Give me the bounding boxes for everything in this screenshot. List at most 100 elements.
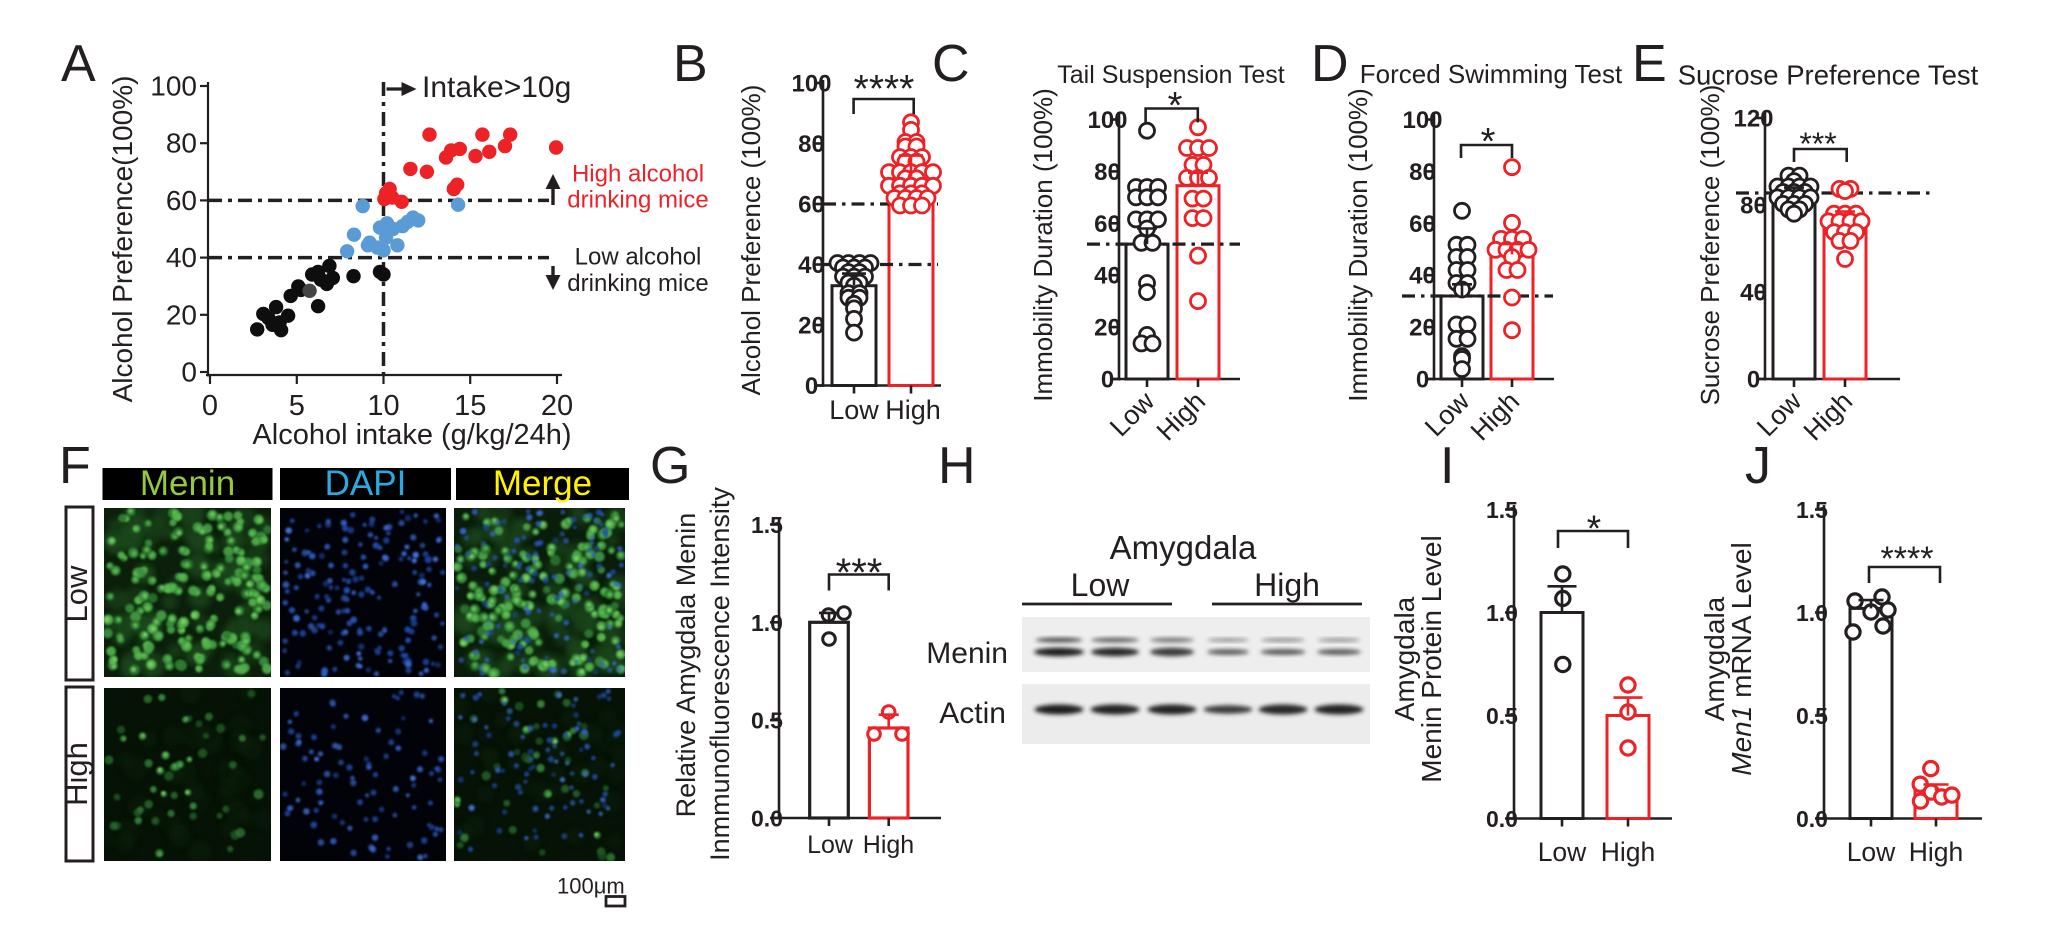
svg-text:D: D (1311, 35, 1349, 93)
svg-text:0.5: 0.5 (1796, 703, 1828, 729)
svg-text:120: 120 (1733, 106, 1773, 133)
svg-text:15: 15 (454, 390, 486, 422)
svg-text:0: 0 (1747, 367, 1760, 394)
svg-text:1.0: 1.0 (751, 610, 783, 636)
svg-text:Alcohol Preference(100%): Alcohol Preference(100%) (107, 76, 138, 403)
svg-text:0: 0 (181, 357, 197, 388)
svg-text:High: High (1254, 567, 1320, 603)
svg-text:Sucrose Preference (100%): Sucrose Preference (100%) (1695, 85, 1725, 406)
svg-text:0.5: 0.5 (1486, 703, 1518, 729)
svg-text:Immobility Duration (100%): Immobility Duration (100%) (1028, 88, 1058, 402)
svg-text:40: 40 (1409, 263, 1436, 290)
svg-text:Low alcohol: Low alcohol (575, 244, 702, 271)
svg-text:1.5: 1.5 (1486, 497, 1518, 523)
svg-text:0.0: 0.0 (1796, 806, 1828, 832)
svg-text:****: **** (854, 68, 915, 111)
svg-text:20: 20 (1094, 315, 1121, 342)
svg-text:Intake>10g: Intake>10g (422, 71, 571, 104)
svg-text:10: 10 (367, 390, 399, 422)
svg-text:80: 80 (1409, 159, 1436, 186)
svg-text:40: 40 (1740, 280, 1767, 307)
svg-text:0.0: 0.0 (751, 806, 783, 832)
svg-text:0.5: 0.5 (751, 708, 783, 734)
svg-text:Amygdala: Amygdala (1110, 529, 1257, 566)
svg-text:drinking mice: drinking mice (567, 270, 708, 297)
svg-text:Immobility Duration (100%): Immobility Duration (100%) (1343, 88, 1373, 402)
svg-text:***: *** (1799, 126, 1836, 162)
svg-text:100: 100 (1087, 107, 1127, 134)
svg-text:Forced Swimming Test: Forced Swimming Test (1360, 59, 1623, 89)
svg-text:High: High (1601, 837, 1656, 867)
svg-text:*: * (1481, 121, 1496, 163)
svg-text:DAPI: DAPI (325, 464, 407, 503)
svg-text:1.0: 1.0 (1796, 600, 1828, 626)
svg-text:Low: Low (1071, 567, 1131, 603)
svg-text:Alcohol intake (g/kg/24h): Alcohol intake (g/kg/24h) (252, 419, 571, 451)
svg-text:0: 0 (202, 390, 218, 422)
svg-text:Menin: Menin (926, 637, 1008, 670)
svg-text:Merge: Merge (493, 464, 592, 503)
svg-text:100: 100 (1402, 107, 1442, 134)
svg-text:Low: Low (1847, 837, 1896, 867)
svg-text:C: C (932, 35, 970, 93)
svg-text:100: 100 (150, 71, 197, 102)
svg-text:B: B (673, 35, 708, 93)
svg-text:80: 80 (166, 128, 197, 159)
svg-text:0: 0 (1101, 367, 1114, 394)
svg-text:Low: Low (1538, 837, 1587, 867)
svg-text:60: 60 (798, 192, 825, 219)
svg-text:High alcohol: High alcohol (572, 161, 704, 188)
svg-text:Amygdala: Amygdala (1389, 596, 1420, 721)
svg-text:80: 80 (1094, 159, 1121, 186)
svg-text:Amygdala: Amygdala (1699, 596, 1730, 721)
svg-text:Low: Low (807, 831, 854, 859)
svg-text:A: A (61, 35, 96, 93)
svg-text:20: 20 (798, 313, 825, 340)
svg-text:F: F (59, 437, 91, 495)
svg-text:High: High (1909, 837, 1964, 867)
svg-text:5: 5 (289, 390, 305, 422)
svg-text:60: 60 (1094, 211, 1121, 238)
svg-text:Relative Amygdala Menin: Relative Amygdala Menin (671, 513, 701, 818)
svg-text:*: * (1587, 508, 1601, 549)
svg-text:Inmmunofluorescence Intensity: Inmmunofluorescence Intensity (705, 487, 735, 861)
svg-text:100μm: 100μm (557, 874, 625, 899)
svg-text:20: 20 (541, 390, 573, 422)
svg-text:High: High (885, 395, 941, 425)
svg-text:Menin Protein Level: Menin Protein Level (1416, 535, 1447, 782)
svg-text:0: 0 (805, 373, 818, 400)
svg-text:****: **** (1881, 540, 1934, 578)
svg-text:Sucrose Preference Test: Sucrose Preference Test (1678, 60, 1979, 91)
svg-text:G: G (650, 437, 690, 495)
svg-text:40: 40 (166, 242, 197, 273)
svg-text:40: 40 (798, 252, 825, 279)
svg-text:*: * (1168, 85, 1183, 127)
svg-text:High: High (59, 742, 94, 806)
svg-text:Tail Suspension Test: Tail Suspension Test (1057, 61, 1285, 89)
svg-text:drinking mice: drinking mice (567, 187, 708, 214)
svg-text:Menin: Menin (140, 464, 235, 503)
svg-text:I: I (1440, 437, 1454, 495)
svg-text:60: 60 (1409, 211, 1436, 238)
svg-text:0: 0 (1416, 367, 1429, 394)
svg-text:20: 20 (1409, 315, 1436, 342)
svg-text:Men1 mRNA Level: Men1 mRNA Level (1726, 542, 1757, 775)
svg-text:1.5: 1.5 (1796, 497, 1828, 523)
svg-text:Alcohol Preference (100%): Alcohol Preference (100%) (736, 85, 766, 396)
svg-text:H: H (938, 437, 976, 495)
svg-text:E: E (1632, 35, 1667, 93)
svg-text:40: 40 (1094, 263, 1121, 290)
svg-text:J: J (1745, 437, 1771, 495)
svg-text:60: 60 (166, 185, 197, 216)
svg-text:High: High (863, 831, 914, 859)
svg-text:20: 20 (166, 299, 197, 330)
svg-text:1.5: 1.5 (751, 512, 783, 538)
svg-text:***: *** (836, 551, 883, 595)
svg-text:Low: Low (59, 565, 94, 622)
svg-text:Actin: Actin (939, 697, 1006, 730)
svg-text:80: 80 (1740, 193, 1767, 220)
svg-text:0.0: 0.0 (1486, 806, 1518, 832)
svg-text:100: 100 (791, 71, 831, 98)
svg-text:Low: Low (829, 395, 879, 425)
svg-text:1.0: 1.0 (1486, 600, 1518, 626)
